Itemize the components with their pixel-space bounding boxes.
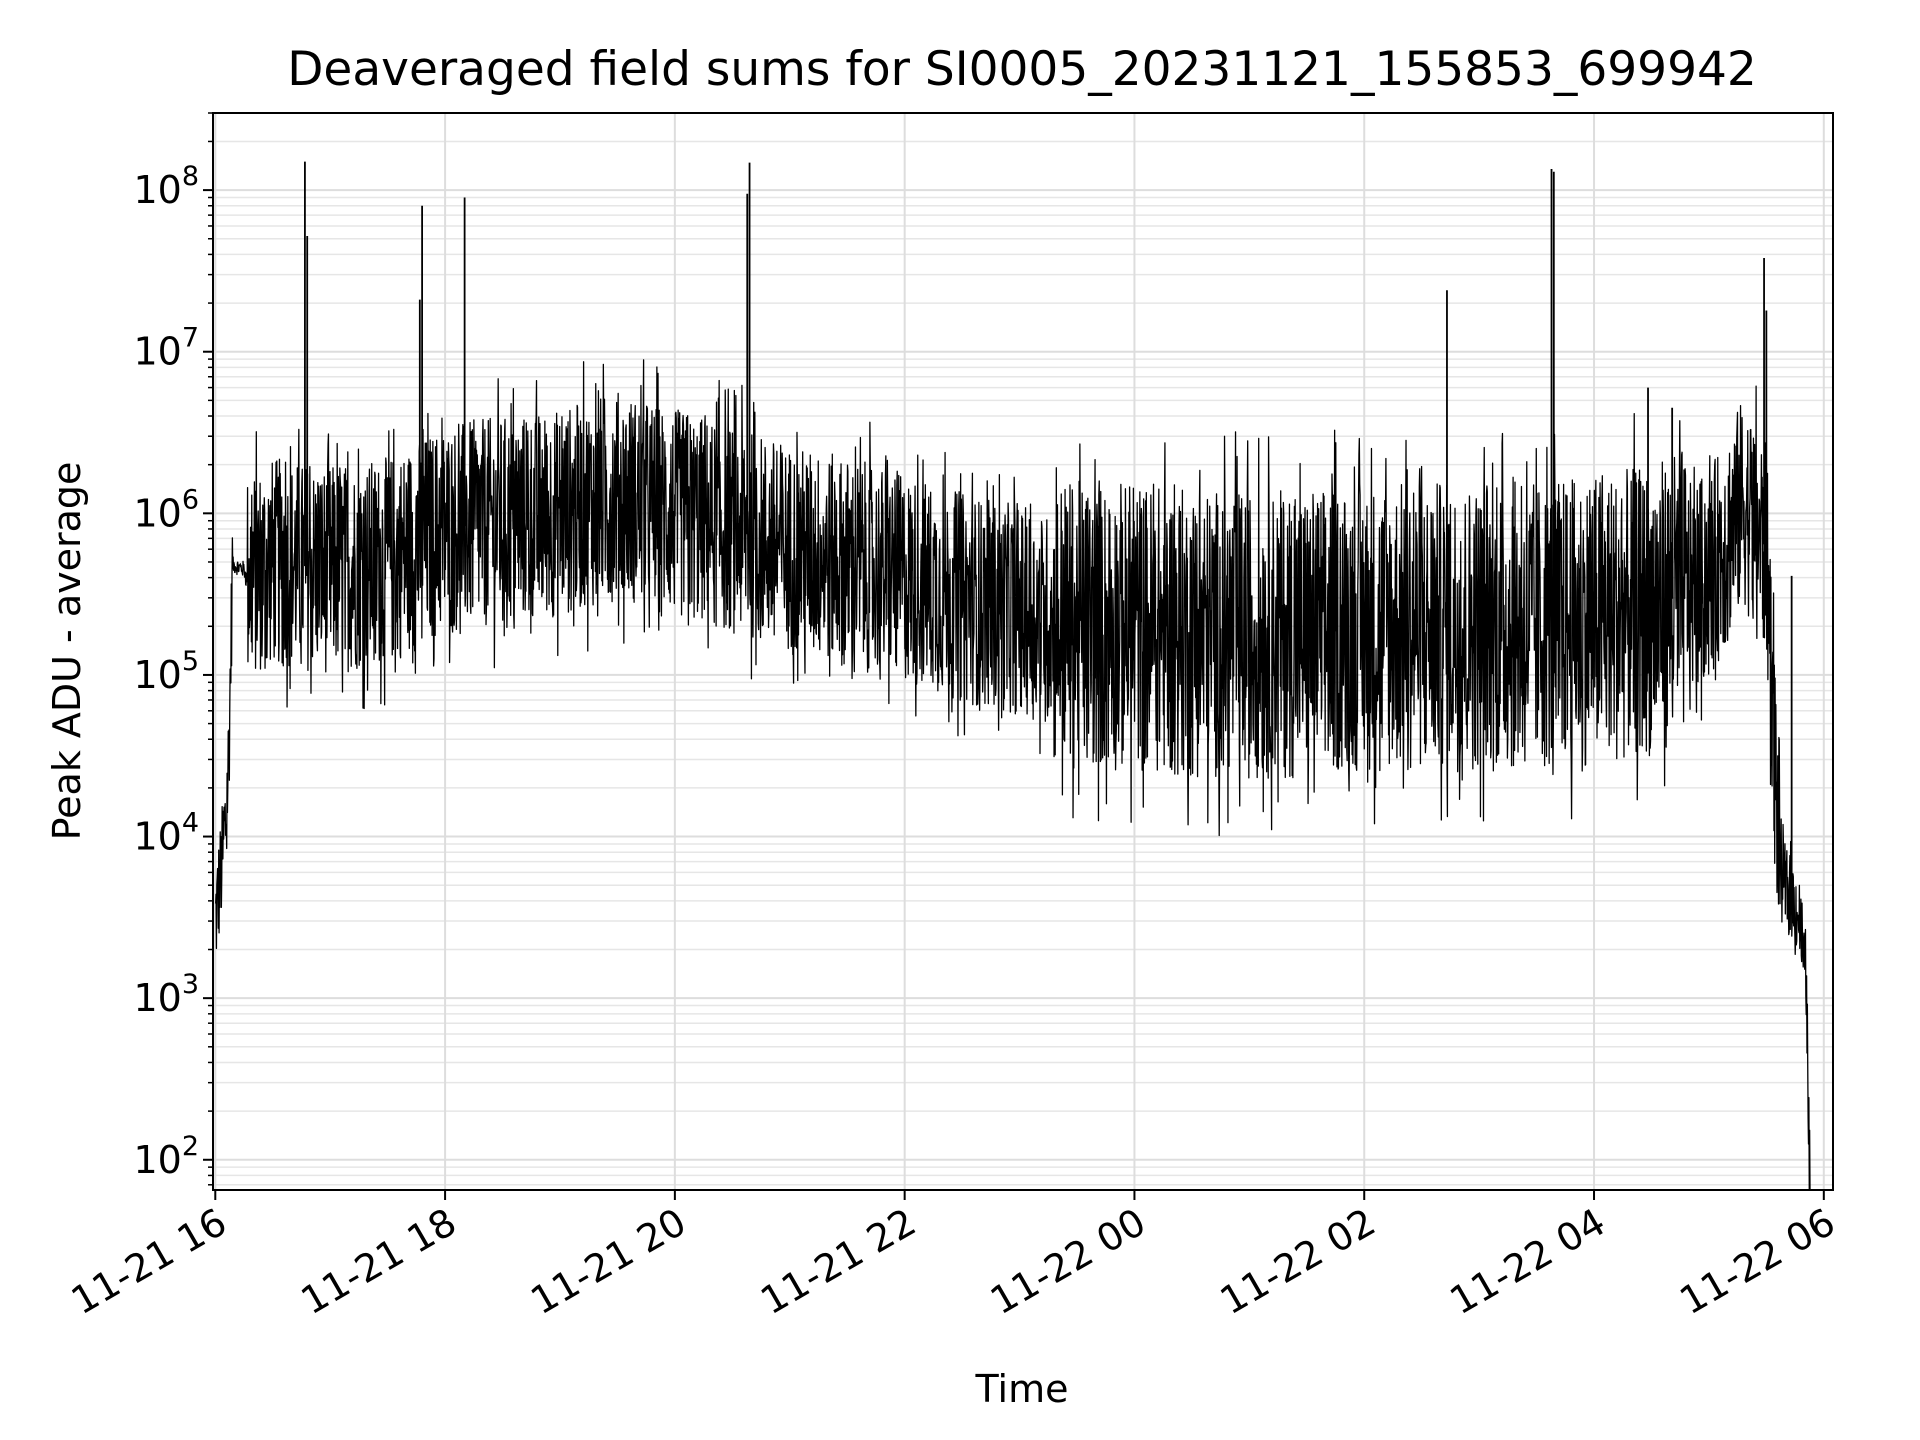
y-tick-label: 102 <box>133 1131 199 1182</box>
x-axis-label: Time <box>975 1367 1069 1411</box>
y-tick-label: 104 <box>133 808 199 859</box>
y-tick-label: 105 <box>133 646 199 697</box>
y-axis-label: Peak ADU - average <box>45 462 89 841</box>
y-axis: 102 103 104 105 106 107 108 <box>133 112 213 1186</box>
y-tick-label: 103 <box>133 969 199 1020</box>
y-tick-label: 106 <box>133 484 199 535</box>
series-layer <box>214 161 1811 1191</box>
plot-area <box>212 112 1834 1191</box>
plot-frame <box>212 112 1834 1191</box>
series-line <box>214 359 1811 1191</box>
y-tick-label: 108 <box>133 161 199 212</box>
chart-title: Deaveraged field sums for SI0005_2023112… <box>287 42 1757 97</box>
y-tick-label: 107 <box>133 323 199 374</box>
